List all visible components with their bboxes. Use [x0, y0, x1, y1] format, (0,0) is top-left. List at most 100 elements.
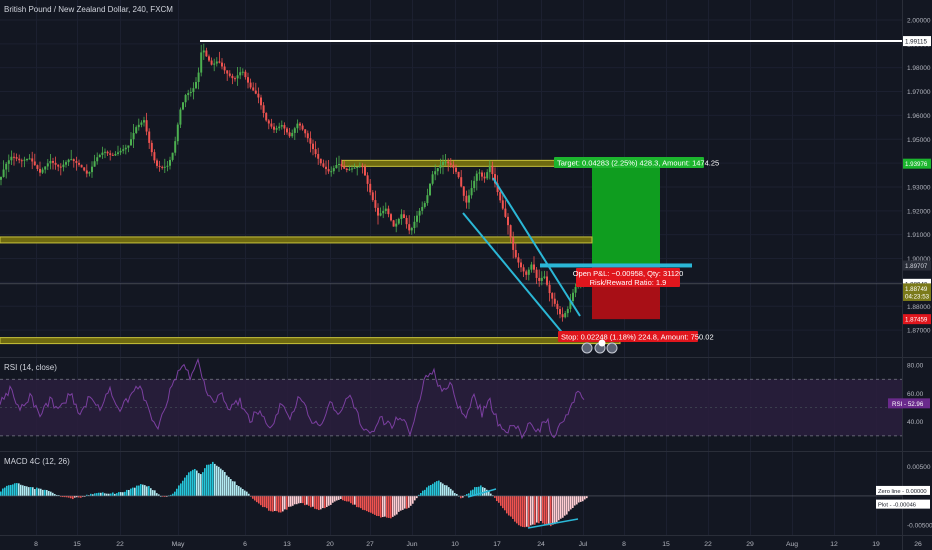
price-axis-badge — [903, 283, 931, 294]
macd-bar — [514, 495, 516, 522]
macd-bar — [526, 495, 528, 527]
entry-marker[interactable] — [540, 263, 692, 268]
macd-bar — [580, 495, 582, 502]
macd-bar — [382, 495, 384, 518]
macd-bar — [206, 464, 208, 496]
macd-bar — [320, 495, 322, 510]
candle-body — [145, 120, 148, 132]
time-tick-label: 29 — [746, 541, 754, 548]
candle-body — [374, 200, 377, 208]
macd-bar — [214, 463, 216, 496]
rsi-line[interactable] — [0, 357, 585, 440]
macd-bar — [432, 483, 434, 496]
macd-bar — [12, 484, 14, 496]
macd-bar — [118, 492, 120, 496]
macd-bar — [532, 495, 534, 525]
candle-body — [171, 152, 174, 160]
macd-bar — [548, 495, 550, 526]
news-flag-icon[interactable] — [598, 339, 606, 347]
candle-body — [31, 158, 34, 162]
candle-body — [408, 224, 411, 231]
macd-divergence-line-top[interactable] — [467, 488, 497, 498]
candle-body — [241, 71, 244, 73]
macd-bar — [254, 495, 256, 501]
macd-bar — [94, 493, 96, 496]
macd-bar — [344, 495, 346, 501]
candle-body — [522, 267, 525, 272]
macd-bar — [296, 495, 298, 505]
macd-bar — [372, 495, 374, 514]
price-axis[interactable]: 2.000001.990001.980001.970001.960001.950… — [876, 17, 932, 530]
candle-body — [478, 172, 481, 174]
candle-body — [75, 161, 78, 163]
macd-title[interactable]: MACD 4C (12, 26) — [4, 457, 70, 466]
macd-bar — [278, 495, 280, 513]
descending-channel[interactable] — [462, 177, 581, 337]
macd-bar — [500, 495, 502, 506]
event-markers[interactable] — [581, 339, 618, 354]
channel-upper-line[interactable] — [492, 177, 581, 317]
macd-bar — [66, 495, 68, 498]
candle-body — [54, 162, 57, 165]
macd-bar — [300, 495, 302, 504]
macd-bar — [366, 495, 368, 512]
macd-bar — [40, 488, 42, 496]
macd-bar — [578, 495, 580, 503]
macd-bar — [334, 495, 336, 502]
macd-bar — [132, 487, 134, 496]
candle-body — [405, 217, 408, 225]
time-tick-label: 22 — [704, 541, 712, 548]
macd-bar — [252, 495, 254, 499]
macd-bar — [16, 483, 18, 496]
macd-bar — [348, 495, 350, 502]
rsi-panel[interactable] — [0, 357, 902, 440]
stop-label: Stop: 0.02248 (1.18%) 224.8, Amount: 750… — [561, 333, 714, 342]
macd-bar — [174, 491, 176, 496]
candle-body — [124, 147, 127, 150]
time-tick-label: 17 — [493, 541, 501, 548]
candle-body — [143, 120, 145, 123]
candle-body — [525, 271, 528, 275]
candle-body — [26, 159, 28, 161]
price-tick-label: 1.90000 — [907, 256, 931, 263]
candle-body — [52, 161, 54, 163]
price-axis-badge — [903, 314, 931, 325]
macd-bar — [266, 495, 268, 509]
macd-bar — [350, 495, 352, 504]
event-icon[interactable] — [581, 342, 593, 354]
event-icon[interactable] — [606, 342, 618, 354]
macd-bar — [294, 495, 296, 505]
macd-bar — [388, 495, 390, 518]
macd-bar — [82, 495, 84, 497]
macd-divergence-line-bottom[interactable] — [527, 518, 579, 529]
channel-lower-line[interactable] — [462, 212, 566, 337]
candle-body — [111, 154, 114, 156]
support-zone[interactable] — [0, 337, 621, 345]
candle-body — [468, 195, 470, 203]
candle-body — [351, 168, 353, 170]
candle-body — [319, 158, 322, 164]
macd-bar — [564, 495, 566, 516]
candle-body — [546, 276, 548, 285]
candle-body — [488, 165, 491, 173]
macd-tick-label: -0.00500 — [907, 523, 932, 530]
macd-bar — [184, 477, 186, 496]
symbol-title[interactable]: British Pound / New Zealand Dollar, 240,… — [4, 5, 173, 14]
macd-bar — [318, 495, 320, 511]
candle-body — [57, 164, 60, 167]
candle-body — [41, 169, 44, 173]
entry-line[interactable] — [540, 263, 692, 268]
support-zone[interactable] — [0, 236, 593, 244]
time-tick-label: 6 — [243, 541, 247, 548]
macd-bar — [134, 487, 136, 496]
candle-body — [369, 183, 372, 193]
macd-bar — [398, 495, 400, 512]
macd-bar — [546, 495, 548, 526]
macd-panel[interactable] — [0, 461, 902, 528]
time-axis[interactable]: 8 15 22 May 6 13 20 27 Jun 10 17 24 Jul 8 15 22 29 Aug 12 1… — [34, 541, 922, 548]
rsi-title[interactable]: RSI (14, close) — [4, 363, 57, 372]
macd-bar — [274, 495, 276, 511]
macd-bar — [42, 489, 44, 496]
candle-body — [278, 126, 281, 129]
